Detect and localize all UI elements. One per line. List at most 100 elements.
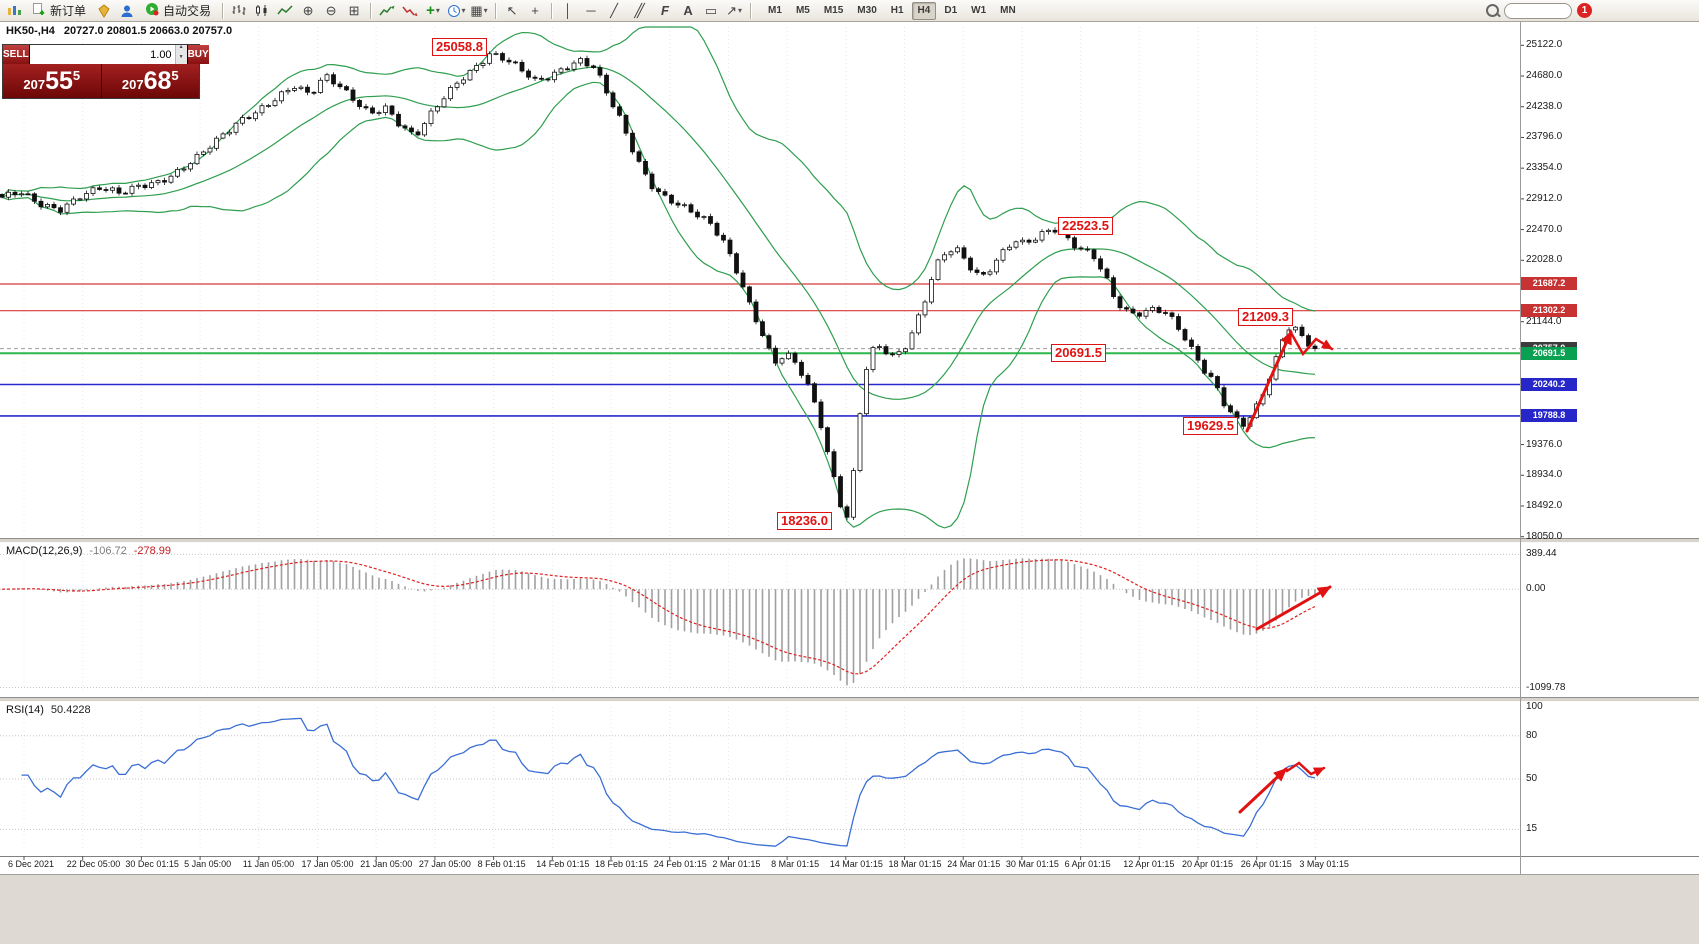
price-annotation-label[interactable]: 21209.3 [1238, 308, 1293, 326]
annotation-arrow[interactable] [1245, 330, 1293, 433]
timeframe-m30-button[interactable]: M30 [857, 4, 877, 16]
rsi-name: RSI(14) [6, 704, 44, 716]
dropdown-caret-icon: ▾ [737, 6, 742, 15]
time-axis-label: 30 Mar 01:15 [1005, 859, 1059, 869]
price-annotation-label[interactable]: 20691.5 [1051, 344, 1106, 362]
price-digits: 207 [121, 77, 144, 92]
price-digits: 55 [45, 67, 73, 95]
price-annotation-label[interactable]: 18236.0 [777, 512, 832, 530]
timeframe-m15-button[interactable]: M15 [823, 4, 844, 16]
dropdown-caret-icon: ▾ [435, 6, 440, 15]
rsi-axis-label: 80 [1526, 729, 1538, 741]
template-button[interactable]: ▦ ▾ [470, 2, 488, 18]
price-digits: 5 [72, 68, 81, 83]
timeframe-m1-button[interactable]: M1 [768, 4, 782, 16]
panel-splitter[interactable] [0, 538, 1699, 543]
volume-input[interactable] [29, 45, 175, 64]
notification-badge[interactable]: 1 [1577, 3, 1592, 18]
toolbar-separator [222, 2, 224, 19]
timeframe-d1-button[interactable]: D1 [944, 4, 958, 16]
price-annotation-label[interactable]: 19629.5 [1183, 417, 1238, 435]
price-axis-tick: 24238.0 [1526, 100, 1563, 112]
annotation-arrow[interactable] [1285, 761, 1326, 777]
rsi-axis-label: 15 [1526, 823, 1538, 835]
volume-decrease-button[interactable]: ▼ [178, 53, 184, 60]
shapes-button[interactable]: ↗ ▾ [726, 2, 742, 18]
text-button[interactable]: A [683, 3, 693, 18]
bottom-empty-area [0, 874, 1699, 944]
crosshair-button[interactable]: + [531, 3, 539, 18]
indicator-layer [0, 553, 1520, 847]
price-axis-tick: 18492.0 [1526, 499, 1563, 511]
price-axis-tick: 22912.0 [1526, 192, 1563, 204]
sell-price[interactable]: 207 55 5 [3, 64, 101, 98]
macd-axis-label: -1099.78 [1526, 681, 1566, 693]
buy-button[interactable]: BUY [187, 45, 209, 64]
panel-splitter[interactable] [0, 697, 1699, 702]
text-label-button[interactable]: ▭ [704, 2, 718, 18]
time-axis-label: 3 May 01:15 [1299, 859, 1349, 869]
price-axis-tick: 24680.0 [1526, 70, 1563, 82]
time-axis-label: 30 Dec 01:15 [125, 859, 179, 869]
annotation-arrow[interactable] [1288, 329, 1334, 357]
timeframe-m5-button[interactable]: M5 [795, 4, 810, 16]
price-annotation-label[interactable]: 22523.5 [1058, 217, 1113, 235]
new-order-button[interactable]: 新订单 [26, 1, 92, 21]
toolbar-separator [495, 2, 497, 19]
community-user-icon[interactable] [116, 1, 138, 21]
vertical-line-button[interactable]: │ [563, 3, 573, 18]
indicator-list-button[interactable] [399, 1, 421, 21]
macd-value-main: -106.72 [89, 545, 127, 557]
time-axis-label: 8 Feb 01:15 [477, 859, 526, 869]
search-input[interactable] [1504, 2, 1572, 19]
buy-price[interactable]: 207 68 5 [100, 64, 199, 98]
time-axis[interactable] [0, 856, 1699, 874]
periodicity-button[interactable]: ▾ [445, 1, 467, 21]
volume-increase-button[interactable]: ▲ [178, 44, 184, 50]
price-annotation-label[interactable]: 25058.8 [432, 38, 487, 56]
annotation-arrow[interactable] [1255, 585, 1332, 631]
new-chart-button[interactable]: + ▾ [426, 2, 440, 19]
line-chart-button[interactable] [274, 1, 296, 21]
macd-axis-label: 389.44 [1526, 548, 1557, 560]
annotation-arrow[interactable] [1238, 767, 1288, 814]
chart-background[interactable] [0, 22, 1699, 874]
time-axis-label: 14 Mar 01:15 [829, 859, 883, 869]
symbol-ohlc-bar: HK50-,H4 20727.0 20801.5 20663.0 20757.0 [6, 25, 232, 37]
mql5-gem-icon[interactable] [93, 1, 115, 21]
tile-windows-button[interactable]: ⊞ [348, 2, 360, 18]
zoom-in-button[interactable]: ⊕ [302, 2, 314, 18]
auto-trading-button[interactable]: 自动交易 [139, 1, 217, 21]
bar-chart-button[interactable] [228, 1, 250, 21]
timeframe-w1-button[interactable]: W1 [971, 4, 987, 16]
price-axis-tick: 19376.0 [1526, 438, 1563, 450]
channel-button[interactable]: ╱╱ [634, 2, 645, 18]
price-axis-tick: 18934.0 [1526, 469, 1563, 481]
price-axis-tick: 23354.0 [1526, 162, 1563, 174]
time-axis-label: 24 Mar 01:15 [947, 859, 1001, 869]
timeframe-h4-button[interactable]: H4 [911, 1, 937, 20]
indicators-button[interactable] [376, 1, 398, 21]
sell-button[interactable]: SELL [3, 45, 29, 64]
candlestick-series [0, 50, 1318, 520]
cursor-button[interactable]: ↖ [506, 2, 518, 18]
auto-trading-label: 自动交易 [163, 4, 212, 18]
zoom-out-button[interactable]: ⊖ [325, 2, 337, 18]
auto-trading-icon [145, 2, 159, 19]
trendline-button[interactable]: ╱ [610, 2, 618, 18]
annotation-arrows[interactable] [1238, 329, 1334, 814]
time-axis-label: 27 Jan 05:00 [418, 859, 471, 869]
price-axis-tick: 23796.0 [1526, 131, 1563, 143]
horizontal-line-button[interactable]: ─ [586, 3, 596, 18]
timeframe-mn-button[interactable]: MN [1000, 4, 1016, 16]
candlestick-chart-button[interactable] [251, 1, 273, 21]
timeframe-h1-button[interactable]: H1 [890, 4, 904, 16]
price-digits: 207 [23, 77, 46, 92]
time-axis-label: 26 Apr 01:15 [1240, 859, 1292, 869]
fibonacci-button[interactable]: F [661, 3, 669, 18]
toolbar-separator [750, 2, 752, 19]
